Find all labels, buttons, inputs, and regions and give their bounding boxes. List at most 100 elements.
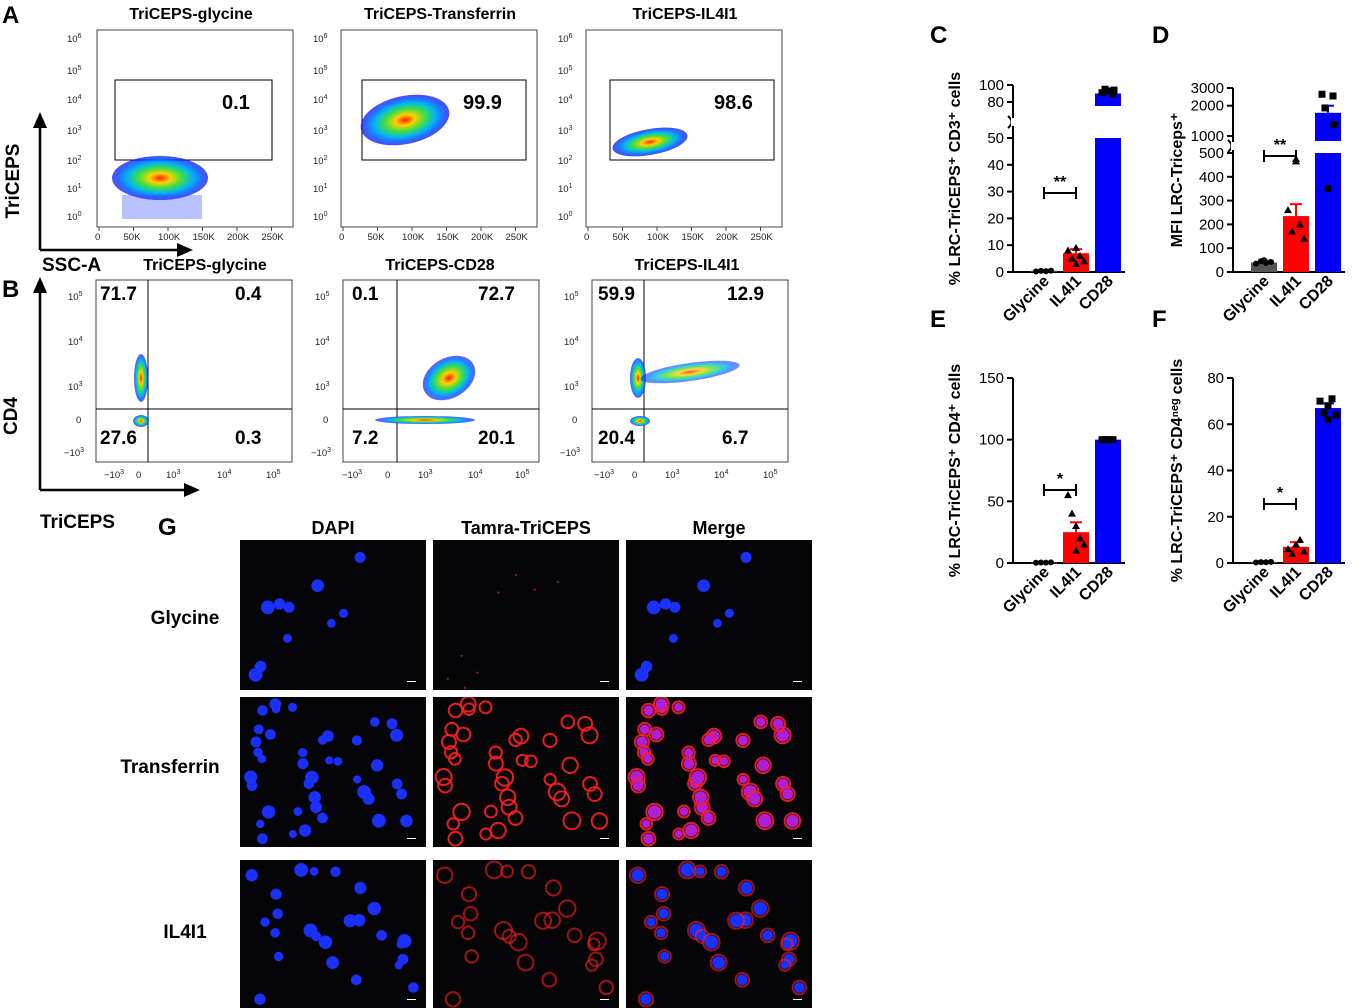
svg-text:105: 105 <box>515 469 530 481</box>
svg-text:105: 105 <box>564 291 579 303</box>
data-point <box>1109 90 1117 98</box>
svg-text:104: 104 <box>217 469 232 481</box>
flow-a-xtick: 50K <box>368 232 386 243</box>
panel-letter-f: F <box>1152 306 1167 333</box>
svg-text:106: 106 <box>313 33 328 45</box>
category-label: Glycine <box>1220 273 1273 326</box>
svg-text:100: 100 <box>67 211 82 223</box>
flow-a-xtick: 150K <box>193 232 216 243</box>
flow-b-plot-1 <box>95 279 293 463</box>
data-point <box>1033 559 1039 566</box>
y-tick-label: 300 <box>1199 193 1224 210</box>
svg-text:106: 106 <box>558 33 573 45</box>
y-tick-label: 30 <box>987 184 1004 201</box>
bar-glycine <box>1251 262 1277 272</box>
flow-b-x-label: TriCEPS <box>40 512 115 533</box>
y-tick-label: 200 <box>1199 216 1224 233</box>
y-tick-label: 100 <box>979 77 1004 94</box>
flow-a-plots: 106 105 104 103 102 101 100 106 105 104 … <box>33 29 783 257</box>
data-point <box>1288 549 1296 557</box>
svg-text:102: 102 <box>67 155 82 167</box>
svg-text:−103: −103 <box>594 469 614 481</box>
flow-a-xticks-3: 0 50K 100K 150K 200K 250K <box>584 227 773 243</box>
micro-row-il4i1: IL4I1 <box>163 922 207 943</box>
flow-a-xtick: 250K <box>751 232 774 243</box>
data-point <box>1072 546 1080 554</box>
data-point <box>1316 397 1324 405</box>
data-point <box>1296 535 1304 543</box>
data-point <box>1072 522 1080 529</box>
data-point <box>1076 251 1084 259</box>
svg-text:103: 103 <box>665 469 680 481</box>
micro-image-glycine-dapi <box>240 540 426 690</box>
data-point <box>1328 395 1336 403</box>
svg-text:−103: −103 <box>311 447 331 459</box>
panel-letter-d: D <box>1152 22 1170 49</box>
data-point <box>1284 206 1292 214</box>
flow-b-plot-3 <box>591 279 789 463</box>
data-point <box>1043 268 1049 275</box>
data-point <box>1324 416 1332 424</box>
micro-image-transferrin-dapi <box>240 697 426 847</box>
flow-a-plot-2 <box>340 29 538 228</box>
flow-a-xtick: 200K <box>716 232 739 243</box>
svg-text:104: 104 <box>68 336 83 348</box>
panel-letter-c: C <box>930 22 948 49</box>
panel-letter-b: B <box>2 276 20 303</box>
svg-text:104: 104 <box>564 336 579 348</box>
flow-a-title-3: TriCEPS-IL4I1 <box>632 6 738 23</box>
svg-text:104: 104 <box>714 469 729 481</box>
flow-b-title-1: TriCEPS-glycine <box>143 257 267 274</box>
panel-letter-g: G <box>158 514 177 541</box>
svg-text:105: 105 <box>67 65 82 77</box>
bar-cd28 <box>1315 112 1341 272</box>
flow-b-axis-arrows <box>33 277 200 497</box>
svg-text:104: 104 <box>313 94 328 106</box>
data-point <box>1101 436 1109 444</box>
significance-label: * <box>1057 471 1064 488</box>
scale-bar <box>793 681 802 682</box>
flow-a-title-2: TriCEPS-Transferrin <box>363 6 517 23</box>
data-point <box>1324 402 1332 410</box>
y-tick-label: 40 <box>1207 463 1224 480</box>
y-tick-label: 500 <box>1199 145 1224 162</box>
y-tick-label: 3000 <box>1191 80 1224 97</box>
y-tick-label: 40 <box>987 157 1004 174</box>
flow-a-xtick: 150K <box>437 232 460 243</box>
flow-b-y-label: CD4 <box>1 397 22 436</box>
svg-text:103: 103 <box>558 125 573 137</box>
category-label: CD28 <box>1076 273 1117 314</box>
data-point <box>1263 559 1269 566</box>
data-point <box>1109 436 1117 444</box>
flow-b-q-ur-2: 72.7 <box>478 284 515 305</box>
flow-b-q-ll-3: 20.4 <box>598 428 635 449</box>
flow-b-q-ul-2: 0.1 <box>352 284 379 305</box>
data-point <box>1064 246 1072 254</box>
flow-b-plots: 105 104 103 0 −103 105 104 103 0 −103 10… <box>33 277 789 497</box>
data-point <box>1043 559 1049 566</box>
data-point <box>1332 411 1340 419</box>
scale-bar <box>407 838 416 839</box>
chart-d: 0100200300400500100020003000**GlycineIL4… <box>1169 80 1345 326</box>
y-tick-label: 400 <box>1199 169 1224 186</box>
y-tick-label: 20 <box>987 210 1004 227</box>
data-point <box>1072 259 1080 267</box>
flow-b-q-lr-2: 20.1 <box>478 428 515 449</box>
flow-b-title-3: TriCEPS-IL4I1 <box>634 257 740 274</box>
data-point <box>1324 185 1332 193</box>
category-label: CD28 <box>1296 564 1337 605</box>
data-point <box>1038 559 1044 566</box>
scale-bar <box>600 838 609 839</box>
flow-a-population-1 <box>112 156 208 200</box>
data-point <box>1318 90 1326 98</box>
scale-bar <box>600 681 609 682</box>
flow-a-xtick: 0 <box>584 232 589 243</box>
data-point <box>1033 268 1039 275</box>
y-tick-label: 0 <box>1216 264 1224 281</box>
data-point <box>1268 259 1274 266</box>
svg-text:103: 103 <box>67 125 82 137</box>
y-tick-label: 100 <box>979 432 1004 449</box>
significance-label: ** <box>1054 174 1067 191</box>
flow-a-xtick: 100K <box>158 232 181 243</box>
